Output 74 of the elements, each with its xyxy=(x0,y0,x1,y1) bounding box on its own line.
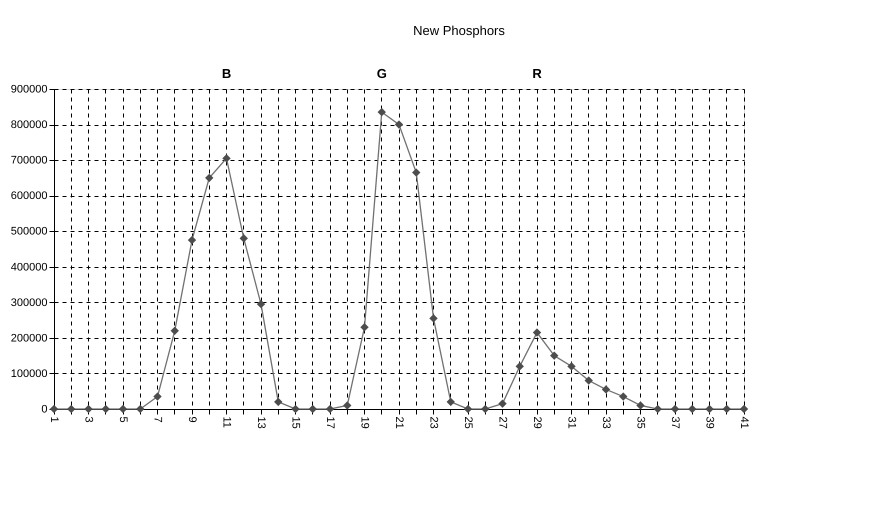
point xyxy=(584,376,593,385)
x-tick-label: 31 xyxy=(566,416,578,429)
point xyxy=(412,168,420,177)
y-tick-label: 300000 xyxy=(10,296,48,309)
x-tick-label: 29 xyxy=(531,416,543,429)
point xyxy=(722,404,731,414)
point xyxy=(654,404,662,414)
y-tick-label: 900000 xyxy=(10,84,48,96)
point xyxy=(498,399,507,408)
y-tick-label: 600000 xyxy=(10,190,48,202)
point xyxy=(240,234,248,243)
point xyxy=(153,392,162,401)
point xyxy=(446,398,455,406)
x-tick-label: 33 xyxy=(600,416,612,429)
x-tick-label: 19 xyxy=(358,416,370,429)
text: R xyxy=(532,66,542,81)
x-tick-label: 7 xyxy=(152,416,164,423)
x-tick-label: 11 xyxy=(220,416,232,428)
y-tick-label: 200000 xyxy=(10,332,48,344)
x-tick-label: 23 xyxy=(428,416,440,429)
y-tick-label: 0 xyxy=(41,404,48,416)
point xyxy=(136,404,144,414)
x-tick-label: 13 xyxy=(255,416,267,429)
chart-title: New Phosphors xyxy=(413,23,506,38)
point xyxy=(84,404,93,414)
y-tick-label: 700000 xyxy=(10,154,48,167)
point xyxy=(567,362,576,371)
x-tick-label: 21 xyxy=(393,416,405,429)
y-tick-label: 100000 xyxy=(10,368,48,380)
point xyxy=(205,174,214,182)
point xyxy=(636,401,645,410)
point xyxy=(291,404,300,414)
point xyxy=(688,404,696,414)
point xyxy=(170,326,179,335)
x-tick-label: 25 xyxy=(462,416,474,429)
x-tick-label: 35 xyxy=(634,416,646,429)
point xyxy=(256,300,266,308)
point xyxy=(222,154,231,163)
point xyxy=(516,362,524,371)
y-tick-label: 500000 xyxy=(10,226,48,238)
point xyxy=(532,328,542,337)
point xyxy=(378,108,386,116)
point xyxy=(464,404,472,414)
point xyxy=(118,404,128,414)
point xyxy=(188,236,196,244)
x-tick-label: 5 xyxy=(117,416,129,423)
text: G xyxy=(376,66,387,81)
point xyxy=(343,401,352,410)
point xyxy=(602,385,610,394)
point xyxy=(670,404,680,414)
point xyxy=(326,404,334,414)
x-tick-label: 37 xyxy=(669,416,681,429)
point xyxy=(394,120,404,129)
x-tick-label: 27 xyxy=(496,416,508,429)
text: B xyxy=(222,66,232,81)
point xyxy=(705,404,714,414)
point xyxy=(102,404,110,414)
x-tick-label: 3 xyxy=(82,416,94,423)
point xyxy=(550,351,558,360)
point xyxy=(308,404,317,414)
x-tick-label: 9 xyxy=(186,416,198,423)
x-tick-label: 39 xyxy=(704,416,716,429)
point xyxy=(429,314,438,323)
point xyxy=(274,398,282,406)
point xyxy=(481,404,490,414)
point xyxy=(619,392,628,401)
point xyxy=(67,404,76,414)
x-tick-label: 17 xyxy=(324,416,336,429)
y-tick-label: 800000 xyxy=(10,119,48,132)
x-tick-label: 15 xyxy=(290,416,302,429)
y-tick-label: 400000 xyxy=(10,261,48,274)
x-tick-label: 1 xyxy=(48,416,60,423)
point xyxy=(360,323,369,332)
x-tick-label: 41 xyxy=(738,416,750,429)
